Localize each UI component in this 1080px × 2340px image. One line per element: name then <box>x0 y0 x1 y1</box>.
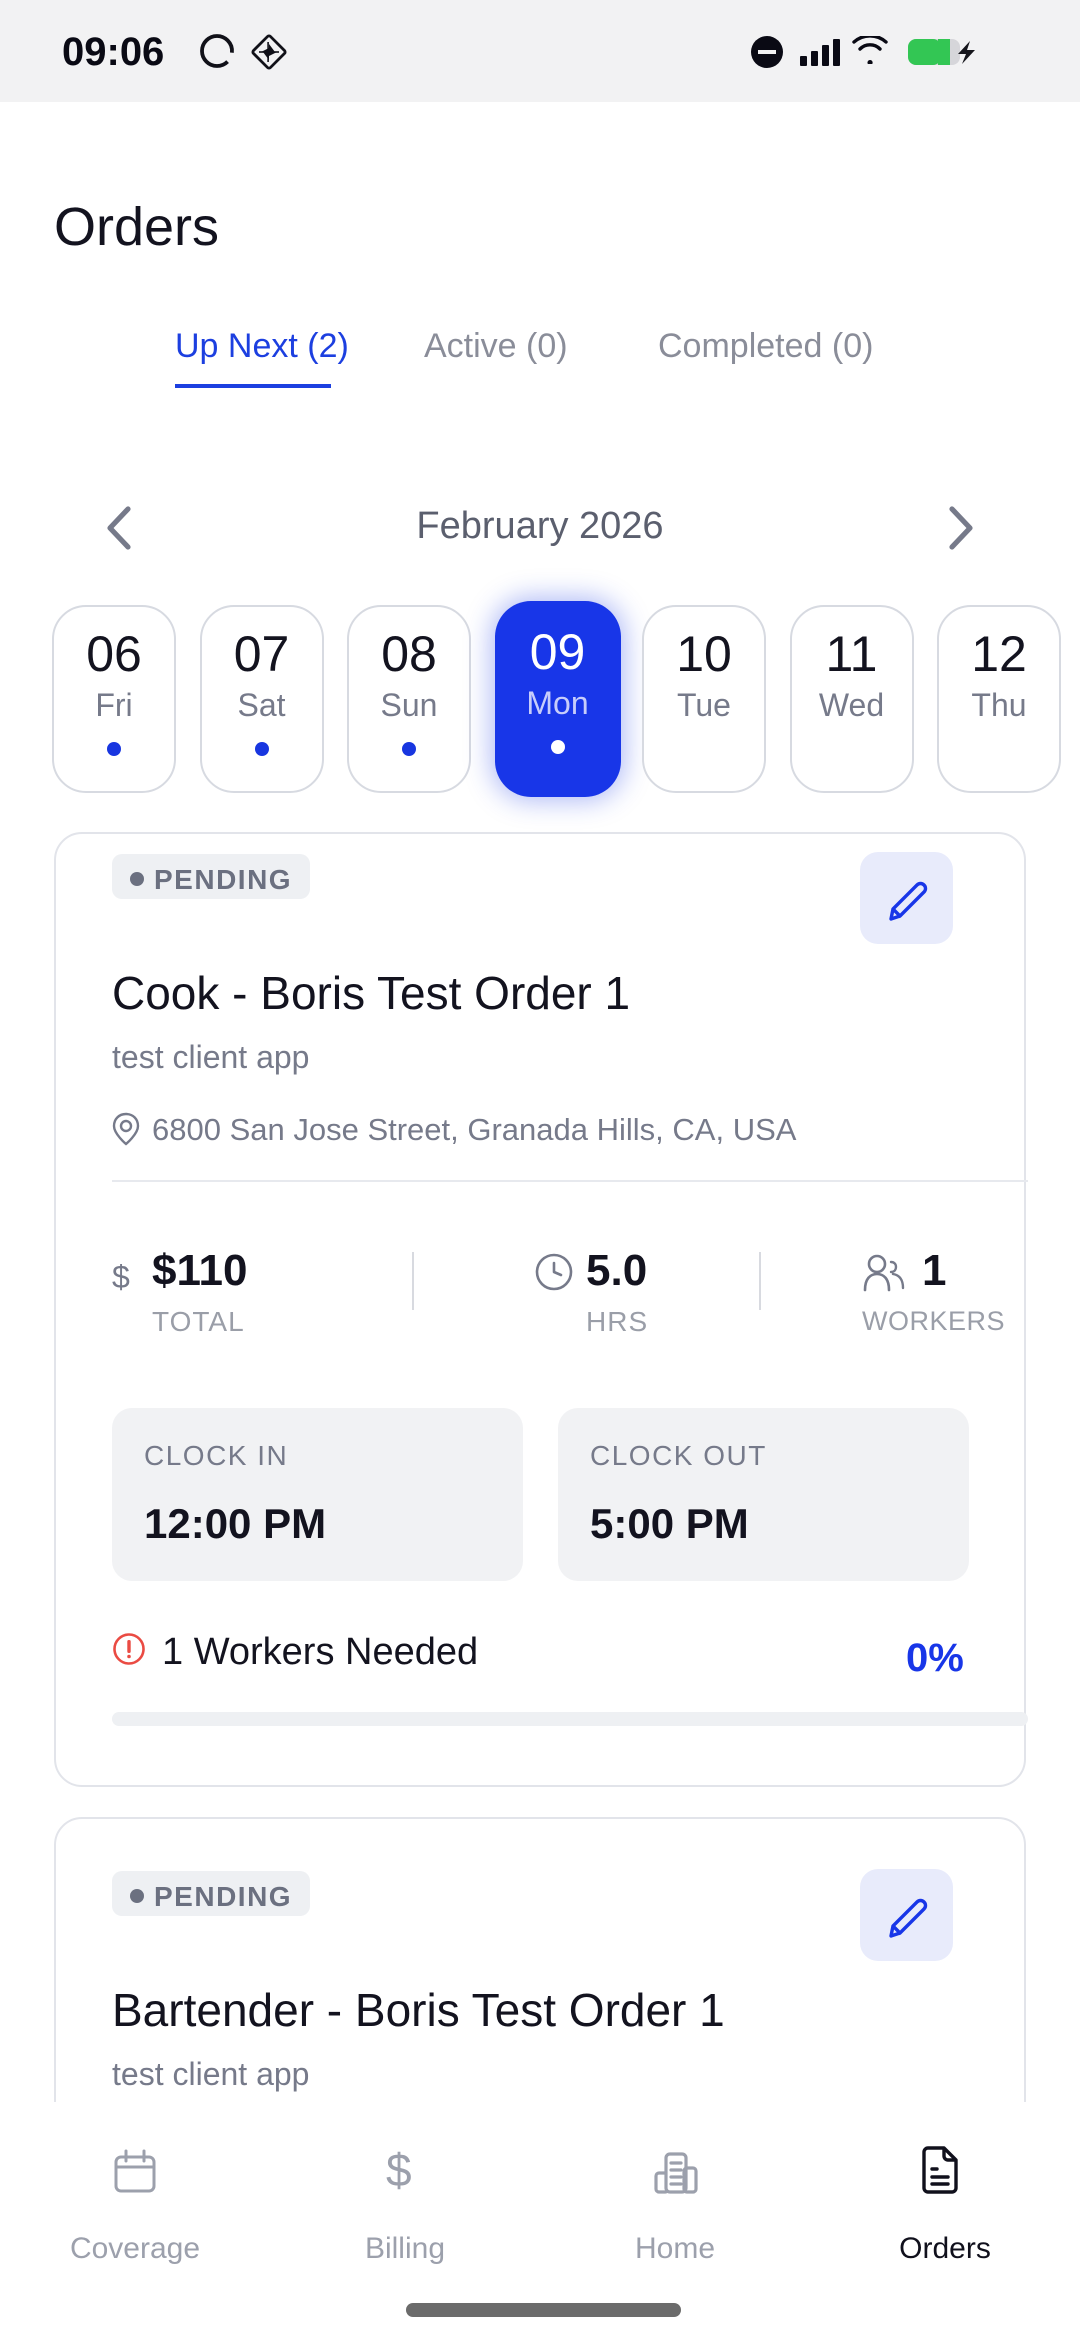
svg-text:$: $ <box>112 1259 130 1295</box>
svg-text:$: $ <box>386 2144 412 2196</box>
